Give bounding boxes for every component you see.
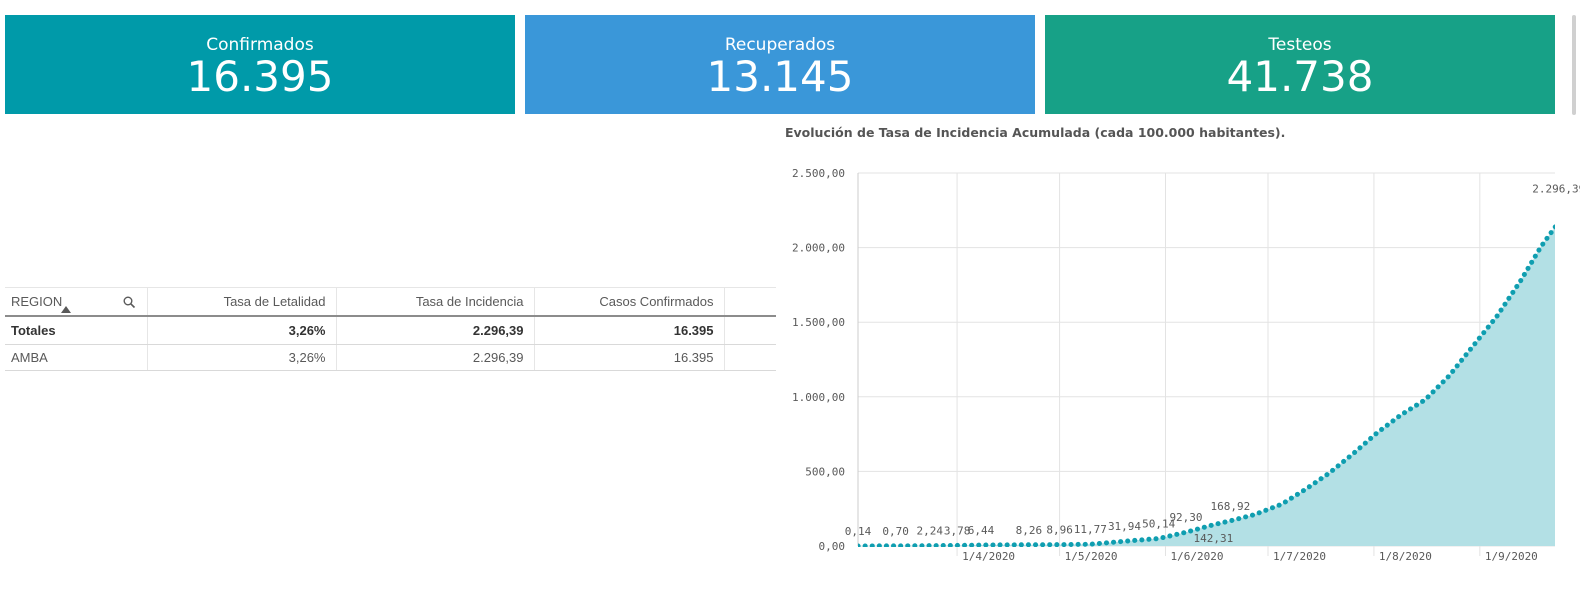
data-label: 31,94 [1108, 520, 1141, 533]
data-label: 50,14 [1142, 518, 1175, 531]
y-tick-label: 1.500,00 [792, 316, 845, 329]
data-label: 168,92 [1211, 500, 1251, 513]
table-cell: 2.296,39 [336, 316, 535, 345]
table-totals-row: Totales 3,26% 2.296,39 16.395 [5, 316, 776, 345]
data-label: 2.296,39 [1532, 182, 1580, 195]
table-header-row: REGION Tasa de Letalidad Tasa de Inciden… [5, 287, 776, 317]
data-label: 2,24 [917, 525, 944, 538]
data-label: 142,31 [1193, 532, 1233, 545]
kpi-recuperados[interactable]: Recuperados 13.145 [525, 15, 1035, 114]
data-label: 3,78 [944, 524, 971, 537]
kpi-testeos[interactable]: Testeos 41.738 [1045, 15, 1555, 114]
column-header-tasa-incidencia[interactable]: Tasa de Incidencia [336, 287, 535, 317]
data-label: 0,14 [845, 525, 872, 538]
scrollbar[interactable] [1572, 15, 1576, 115]
table-cell: 3,26% [147, 316, 337, 345]
column-header-tasa-letalidad[interactable]: Tasa de Letalidad [147, 287, 337, 317]
y-tick-label: 500,00 [805, 465, 845, 478]
table-cell-empty [724, 344, 776, 371]
data-label: 6,44 [968, 524, 995, 537]
search-icon[interactable] [123, 296, 136, 309]
chart-title: Evolución de Tasa de Incidencia Acumulad… [785, 125, 1286, 140]
x-tick-label: 1/6/2020 [1171, 550, 1224, 563]
table-cell: Totales [5, 316, 148, 345]
kpi-label: Confirmados [206, 35, 314, 55]
y-tick-label: 0,00 [819, 540, 846, 553]
data-label: 8,26 [1016, 524, 1043, 537]
y-tick-label: 1.000,00 [792, 391, 845, 404]
series-line [858, 222, 1555, 547]
x-tick-label: 1/7/2020 [1273, 550, 1326, 563]
table-cell: 2.296,39 [336, 344, 535, 371]
x-tick-label: 1/9/2020 [1485, 550, 1538, 563]
data-label: 92,30 [1169, 511, 1202, 524]
sort-ascending-icon[interactable] [61, 306, 71, 313]
column-header-region[interactable]: REGION [5, 287, 148, 317]
kpi-value: 16.395 [186, 52, 334, 101]
y-tick-label: 2.500,00 [792, 167, 845, 180]
data-label: 8,96 [1046, 524, 1073, 537]
area-fill [858, 227, 1555, 546]
y-tick-label: 2.000,00 [792, 242, 845, 255]
table-cell: 16.395 [534, 344, 725, 371]
table-cell-empty [724, 316, 776, 345]
column-header-label: REGION [11, 294, 63, 309]
kpi-confirmados[interactable]: Confirmados 16.395 [5, 15, 515, 114]
column-header-empty [724, 287, 776, 317]
table-cell[interactable]: AMBA [5, 344, 148, 371]
table-cell: 3,26% [147, 344, 337, 371]
table-cell: 16.395 [534, 316, 725, 345]
column-header-casos-confirmados[interactable]: Casos Confirmados [534, 287, 725, 317]
kpi-label: Testeos [1268, 35, 1332, 55]
x-tick-label: 1/4/2020 [962, 550, 1015, 563]
region-table: REGION Tasa de Letalidad Tasa de Inciden… [5, 287, 776, 371]
table-row[interactable]: AMBA 3,26% 2.296,39 16.395 [5, 344, 776, 371]
x-tick-label: 1/8/2020 [1379, 550, 1432, 563]
incidence-chart[interactable]: 0,00 500,00 1.000,00 1.500,00 2.000,00 2.500,… [780, 155, 1580, 585]
kpi-value: 41.738 [1226, 52, 1374, 101]
kpi-value: 13.145 [706, 52, 854, 101]
data-label: 0,70 [882, 525, 909, 538]
data-label: 11,77 [1074, 523, 1107, 536]
kpi-label: Recuperados [724, 35, 836, 55]
x-tick-label: 1/5/2020 [1065, 550, 1118, 563]
